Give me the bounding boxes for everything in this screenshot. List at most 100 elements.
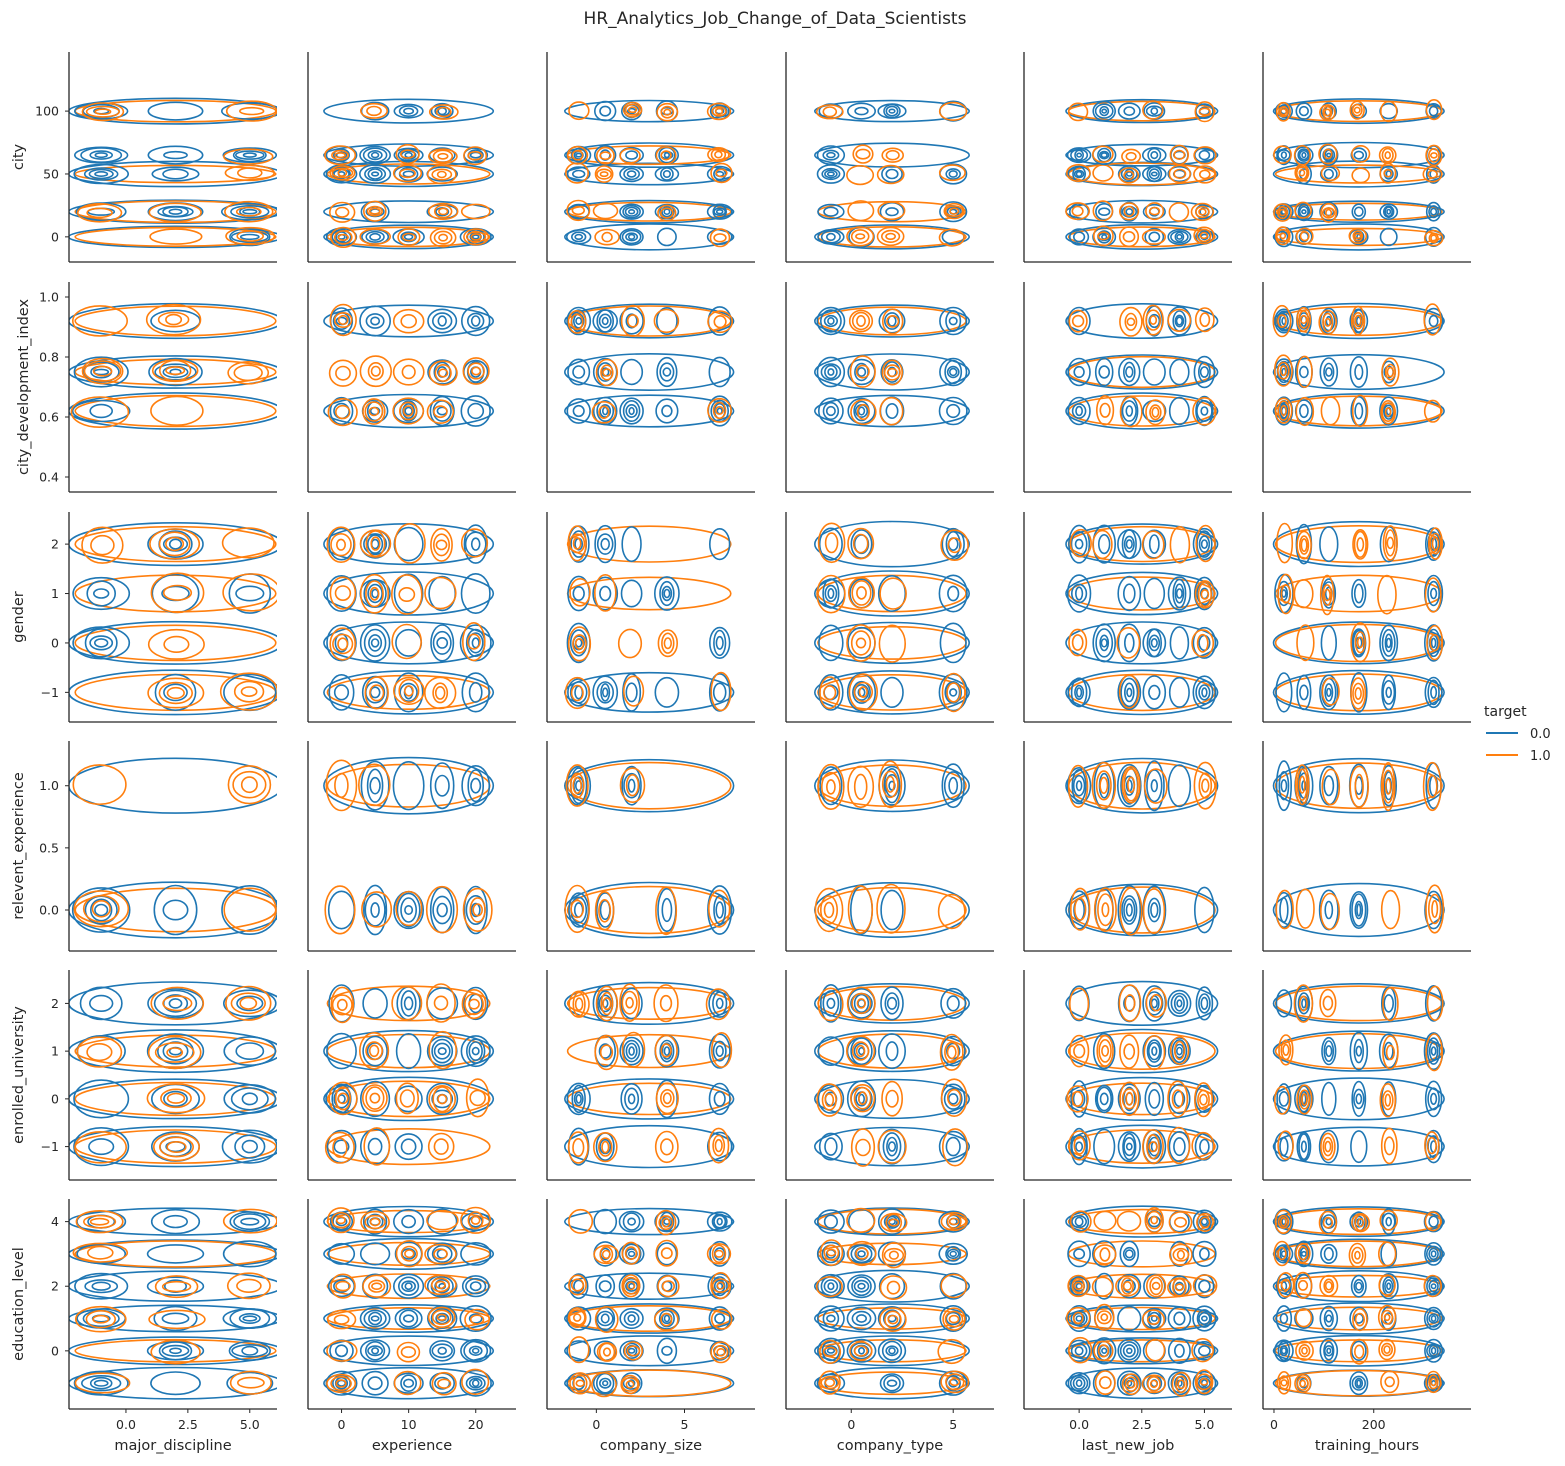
density-contour bbox=[824, 1137, 838, 1156]
y-tick-label: 50 bbox=[43, 167, 59, 182]
density-contour bbox=[947, 1093, 959, 1105]
density-contour bbox=[1353, 1088, 1365, 1110]
density-contour bbox=[1325, 367, 1333, 377]
density-contour bbox=[712, 1134, 726, 1157]
density-contour bbox=[1382, 1035, 1399, 1070]
density-contour bbox=[1074, 1216, 1084, 1227]
density-contour bbox=[401, 232, 417, 242]
density-contour bbox=[401, 1214, 416, 1229]
density-contour bbox=[656, 1337, 678, 1365]
density-contour bbox=[706, 102, 732, 121]
density-contour bbox=[1121, 1088, 1137, 1110]
density-contour bbox=[938, 396, 968, 426]
density-contour bbox=[572, 991, 586, 1017]
density-contour bbox=[1277, 1130, 1294, 1161]
density-contour bbox=[823, 1214, 839, 1229]
density-contour bbox=[150, 1371, 201, 1396]
density-contour bbox=[948, 170, 958, 178]
density-contour bbox=[713, 233, 727, 243]
density-contour bbox=[1093, 225, 1114, 247]
density-contour bbox=[851, 311, 871, 331]
density-contour bbox=[430, 527, 453, 562]
density-contour bbox=[1381, 1208, 1397, 1236]
density-contour bbox=[594, 1034, 619, 1071]
density-contour bbox=[596, 1310, 614, 1327]
density-contour bbox=[826, 1314, 836, 1323]
density-contour bbox=[880, 889, 904, 931]
density-contour bbox=[150, 1208, 201, 1235]
density-contour bbox=[1092, 1032, 1116, 1070]
density-contour bbox=[1384, 633, 1393, 653]
density-contour bbox=[625, 1380, 635, 1389]
density-contour bbox=[853, 1086, 872, 1110]
density-contour bbox=[1325, 1217, 1333, 1226]
density-contour bbox=[620, 358, 644, 386]
density-contour bbox=[625, 773, 640, 797]
density-contour bbox=[1356, 1379, 1362, 1387]
density-contour bbox=[707, 310, 734, 334]
density-contour bbox=[1273, 145, 1292, 164]
density-contour bbox=[661, 1217, 671, 1228]
density-contour bbox=[1121, 765, 1141, 804]
density-contour bbox=[1073, 169, 1085, 179]
density-contour bbox=[471, 366, 482, 376]
density-contour bbox=[710, 1271, 732, 1300]
density-contour bbox=[945, 1246, 962, 1262]
density-envelope bbox=[69, 1270, 277, 1302]
density-contour bbox=[330, 1273, 356, 1299]
density-contour bbox=[361, 1084, 388, 1113]
y-tick-label: 0 bbox=[51, 1091, 59, 1106]
density-contour bbox=[659, 994, 673, 1012]
density-envelope bbox=[69, 1029, 277, 1074]
density-contour bbox=[622, 399, 641, 422]
density-contour bbox=[877, 1338, 907, 1364]
density-contour bbox=[426, 983, 456, 1023]
density-contour bbox=[1382, 986, 1399, 1022]
density-contour bbox=[948, 367, 958, 377]
density-contour bbox=[571, 205, 585, 216]
density-contour bbox=[367, 1345, 383, 1357]
density-contour bbox=[1146, 1314, 1160, 1325]
density-contour bbox=[1145, 309, 1162, 331]
density-contour bbox=[1325, 1045, 1333, 1058]
density-contour bbox=[1379, 1082, 1397, 1118]
density-contour bbox=[1068, 309, 1088, 333]
density-contour bbox=[1125, 171, 1133, 177]
density-contour bbox=[1167, 576, 1192, 611]
density-contour bbox=[229, 1211, 271, 1233]
density-contour bbox=[1383, 1345, 1391, 1354]
density-contour bbox=[882, 1132, 902, 1162]
density-contour bbox=[80, 1374, 122, 1392]
density-contour bbox=[1122, 1246, 1136, 1261]
density-contour bbox=[429, 886, 455, 934]
density-contour bbox=[1199, 1138, 1210, 1155]
density-contour bbox=[1118, 202, 1140, 221]
density-contour bbox=[1170, 992, 1189, 1015]
density-contour bbox=[1192, 1274, 1218, 1297]
density-contour bbox=[1430, 152, 1438, 159]
density-contour bbox=[1279, 1313, 1289, 1325]
density-contour bbox=[332, 633, 354, 655]
density-contour bbox=[850, 229, 870, 244]
density-contour bbox=[1425, 144, 1443, 167]
density-contour bbox=[335, 1379, 347, 1388]
density-contour bbox=[1428, 1313, 1439, 1324]
density-envelope bbox=[323, 304, 495, 338]
density-contour bbox=[566, 1306, 592, 1331]
density-contour bbox=[601, 687, 609, 698]
panel-enrolled_university-vs-company_size bbox=[546, 970, 755, 1181]
density-contour bbox=[1321, 768, 1341, 806]
density-contour bbox=[1197, 581, 1212, 608]
density-contour bbox=[1322, 995, 1334, 1011]
density-contour bbox=[1068, 987, 1090, 1021]
density-contour bbox=[1278, 313, 1289, 329]
density-contour bbox=[592, 1131, 618, 1163]
density-contour bbox=[566, 1340, 592, 1362]
density-contour bbox=[1143, 1034, 1166, 1071]
density-contour bbox=[1141, 229, 1166, 245]
density-contour bbox=[1275, 672, 1293, 713]
density-contour bbox=[434, 204, 453, 219]
density-contour bbox=[1149, 315, 1158, 325]
density-contour bbox=[1324, 1140, 1332, 1153]
